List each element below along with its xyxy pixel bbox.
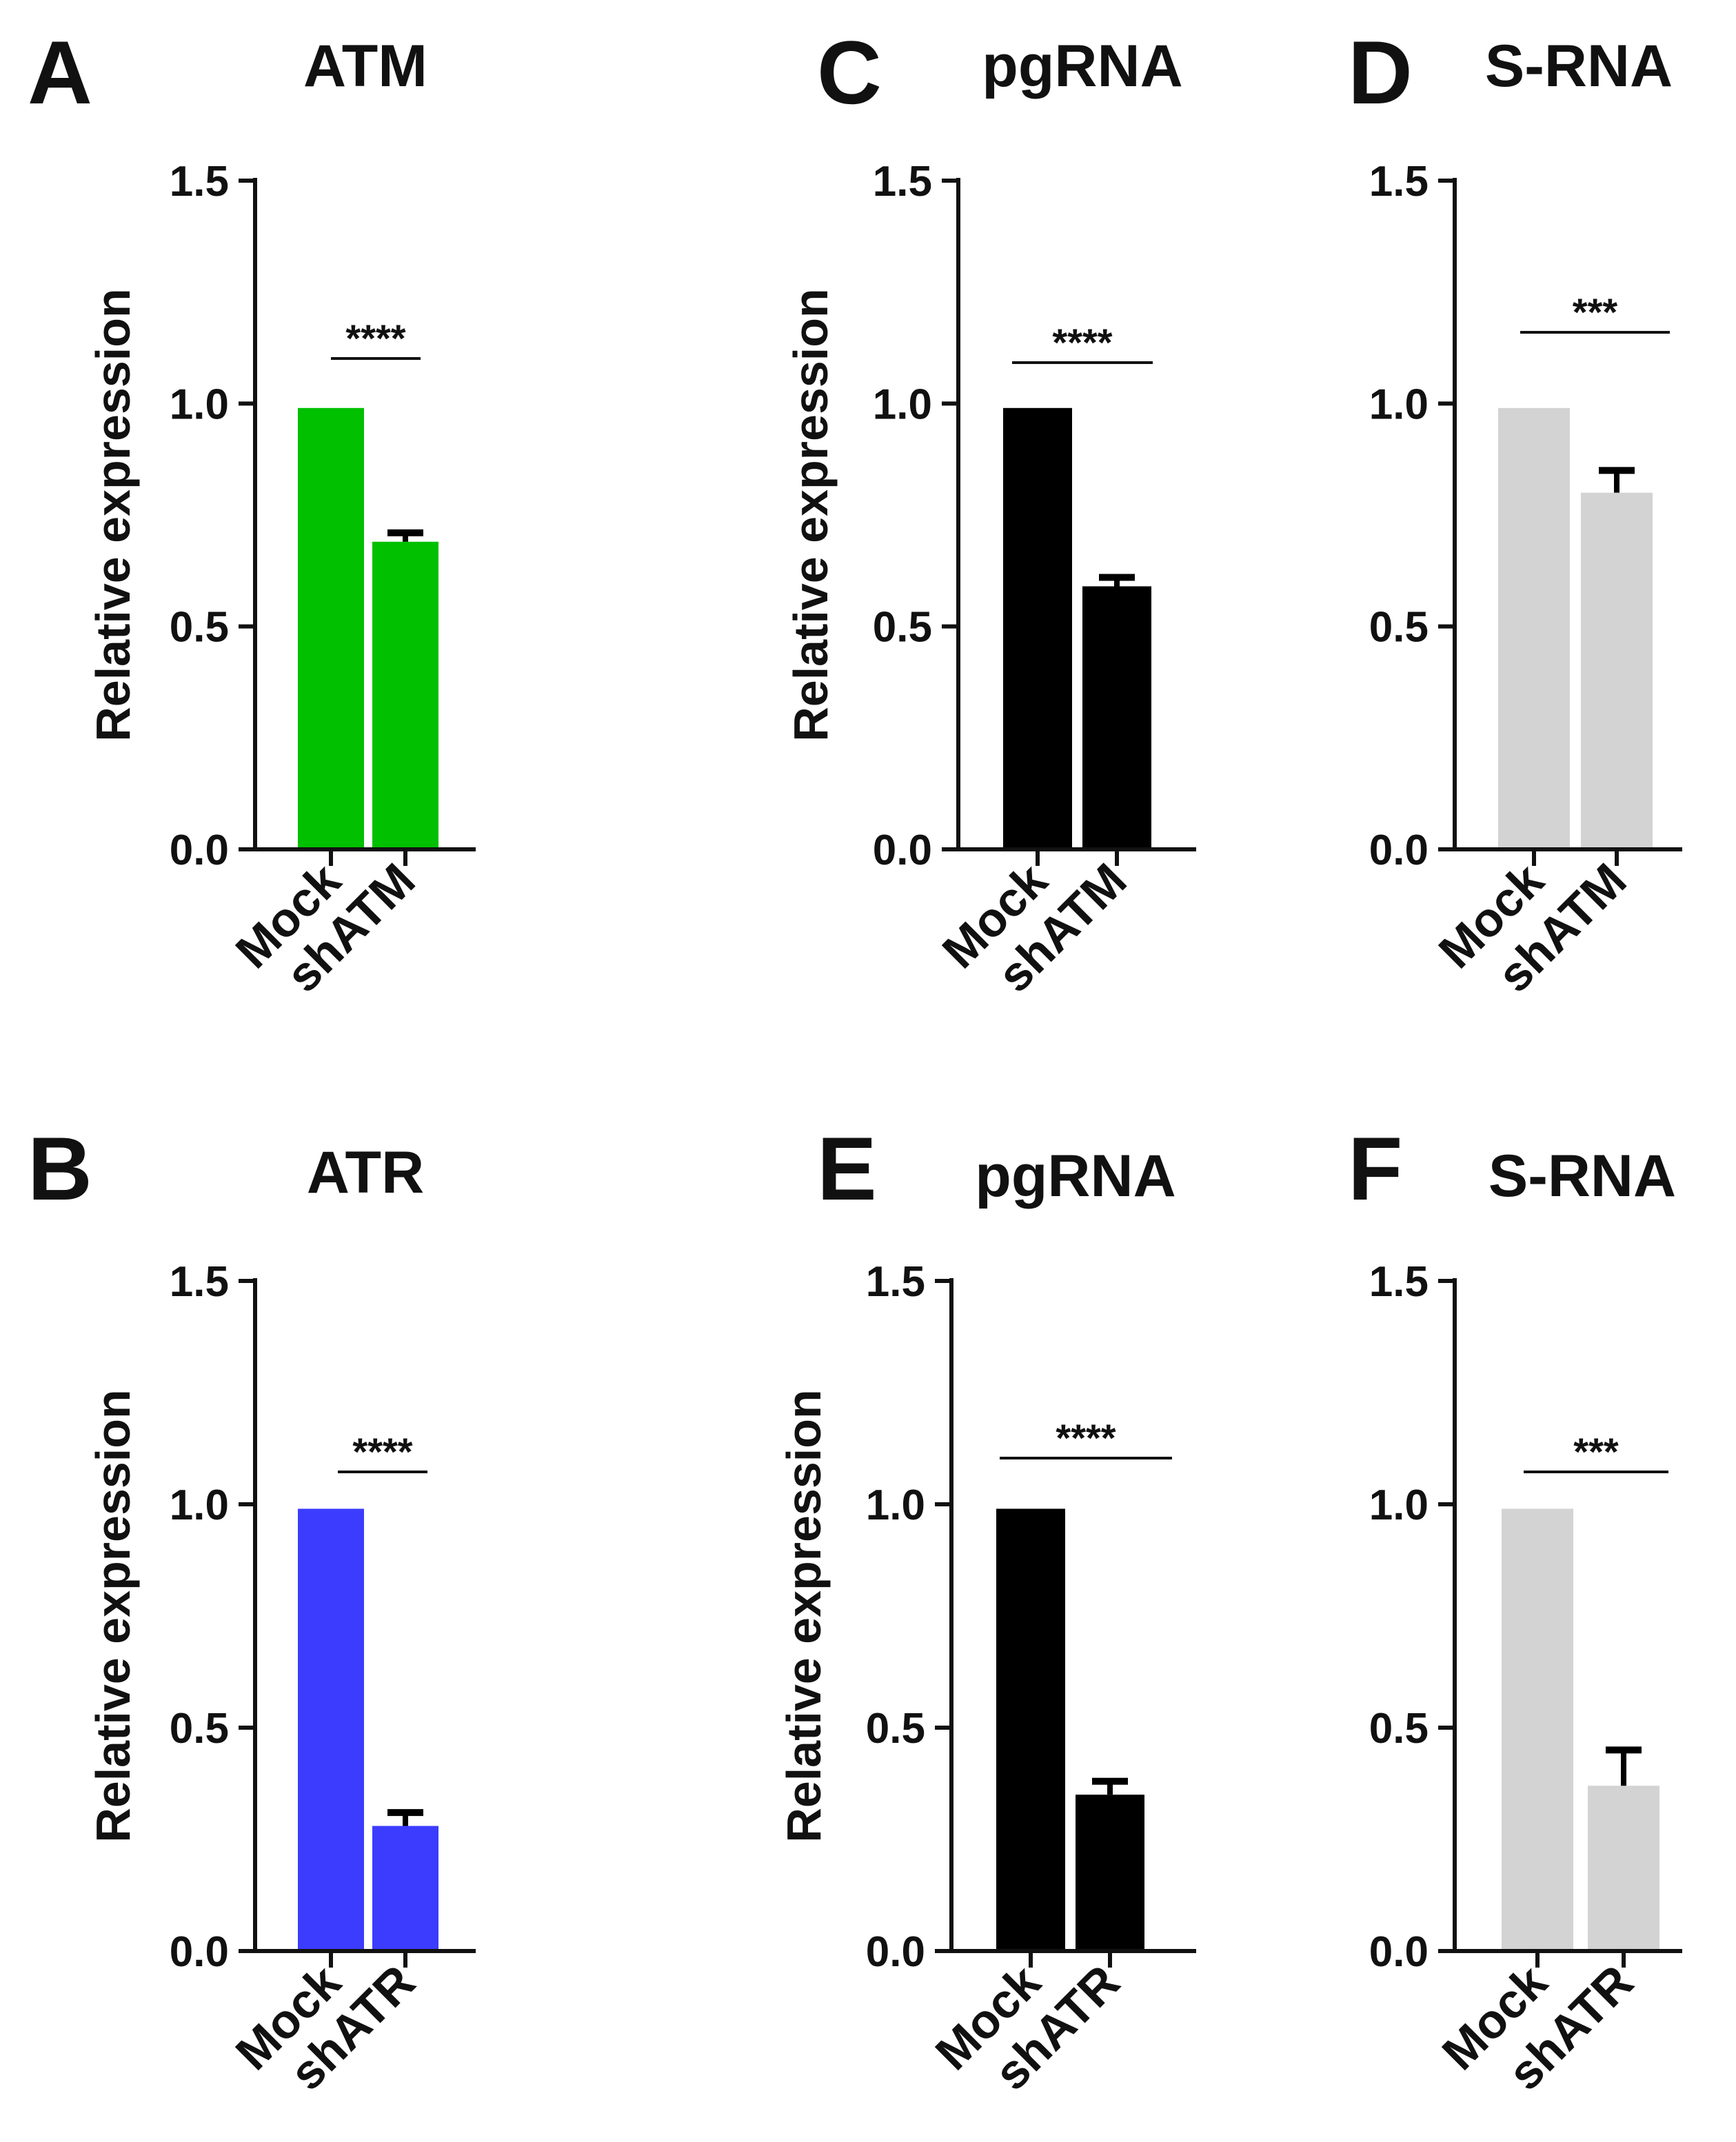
panel-letter: A (28, 22, 92, 123)
significance-label: **** (345, 316, 405, 360)
y-tick-label: 0.5 (866, 1705, 925, 1752)
panel-title: ATR (307, 1140, 424, 1206)
significance-label: *** (1573, 1430, 1619, 1473)
panel-letter: F (1348, 1118, 1402, 1219)
significance-label: **** (1052, 321, 1112, 364)
bar-mock (996, 1508, 1065, 1951)
y-tick-label: 0.5 (1369, 1705, 1429, 1752)
bar-mock (1498, 407, 1570, 849)
bar-mock (298, 1508, 364, 1951)
panel-title: ATM (303, 33, 427, 99)
bar-shatm (1581, 492, 1653, 849)
significance-label: *** (1573, 290, 1618, 334)
panel-letter: E (817, 1118, 877, 1219)
y-axis-label: Relative expression (86, 1389, 140, 1843)
bar-shatr (1076, 1795, 1144, 1951)
y-tick-label: 0.0 (170, 827, 229, 874)
panel-letter: C (817, 22, 882, 123)
y-tick-label: 0.0 (170, 1928, 229, 1976)
y-tick-label: 0.0 (1369, 827, 1429, 874)
y-tick-label: 0.0 (873, 827, 932, 874)
y-tick-label: 0.0 (1369, 1928, 1429, 1976)
y-tick-label: 1.0 (1369, 381, 1429, 428)
y-tick-label: 1.5 (170, 1258, 229, 1306)
bar-shatm (1082, 586, 1151, 849)
y-axis-label: Relative expression (86, 288, 140, 742)
y-tick-label: 0.5 (170, 1705, 229, 1752)
bar-mock (1502, 1508, 1573, 1951)
bar-shatr (372, 1826, 438, 1951)
panel-title: pgRNA (982, 33, 1182, 99)
y-tick-label: 1.0 (170, 381, 229, 428)
y-tick-label: 1.5 (1369, 1258, 1429, 1306)
y-tick-label: 1.5 (866, 1258, 925, 1306)
y-tick-label: 1.5 (873, 158, 932, 205)
y-axis-label: Relative expression (784, 288, 838, 742)
y-tick-label: 0.5 (170, 604, 229, 651)
panel-title: S-RNA (1488, 1143, 1676, 1209)
bar-mock (298, 407, 364, 849)
panel-title: pgRNA (975, 1143, 1175, 1209)
significance-label: **** (352, 1430, 412, 1473)
y-tick-label: 1.5 (170, 158, 229, 205)
y-tick-label: 0.0 (866, 1928, 925, 1976)
y-tick-label: 0.5 (873, 604, 932, 651)
y-axis-label: Relative expression (777, 1389, 831, 1843)
panel-letter: B (28, 1118, 92, 1219)
y-tick-label: 1.0 (170, 1482, 229, 1529)
significance-label: **** (1056, 1416, 1116, 1459)
bar-shatr (1588, 1786, 1659, 1951)
y-tick-label: 1.5 (1369, 158, 1429, 205)
panel-letter: D (1348, 22, 1413, 123)
bar-mock (1003, 407, 1072, 849)
y-tick-label: 1.0 (1369, 1482, 1429, 1529)
y-tick-label: 0.5 (1369, 604, 1429, 651)
y-tick-label: 1.0 (866, 1482, 925, 1529)
panel-title: S-RNA (1485, 33, 1673, 99)
bar-shatm (372, 541, 438, 849)
y-tick-label: 1.0 (873, 381, 932, 428)
